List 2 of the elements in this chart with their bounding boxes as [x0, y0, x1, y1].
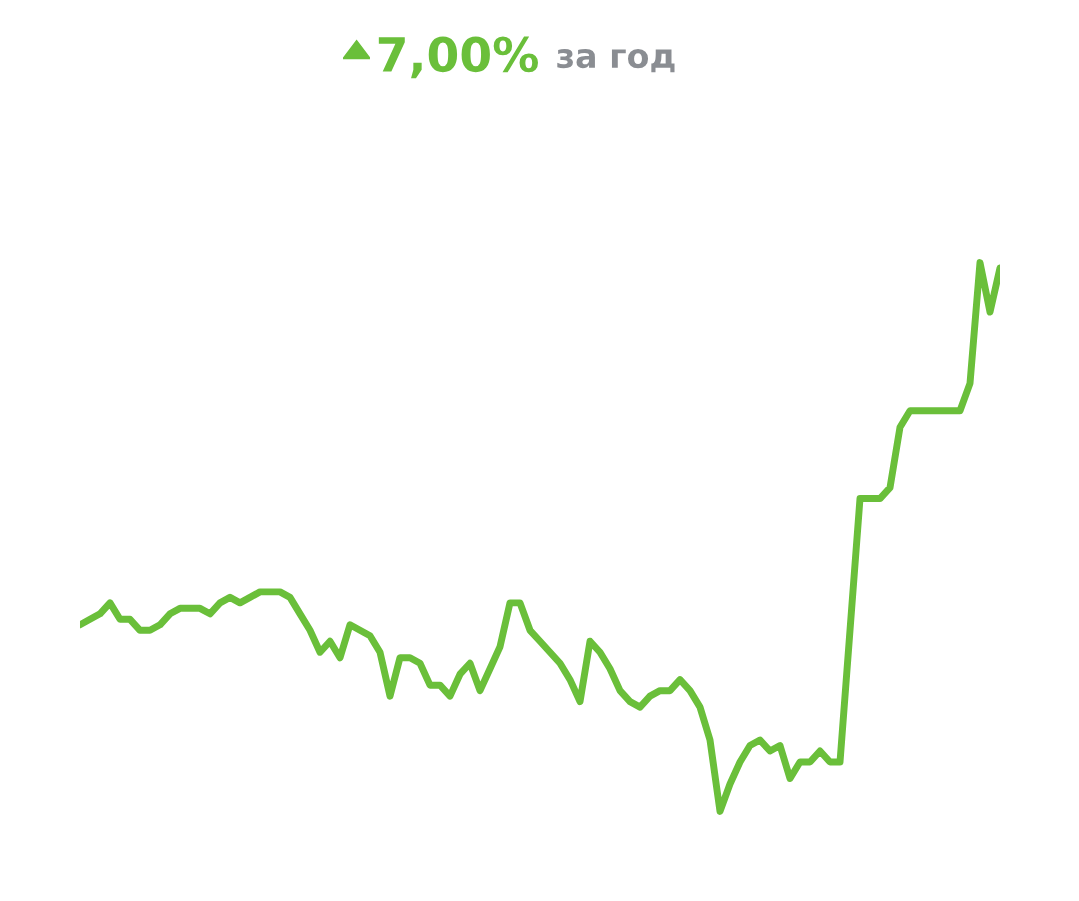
chart-title: 7,00% [378, 36, 538, 79]
chart-subtitle: за год [557, 49, 675, 73]
